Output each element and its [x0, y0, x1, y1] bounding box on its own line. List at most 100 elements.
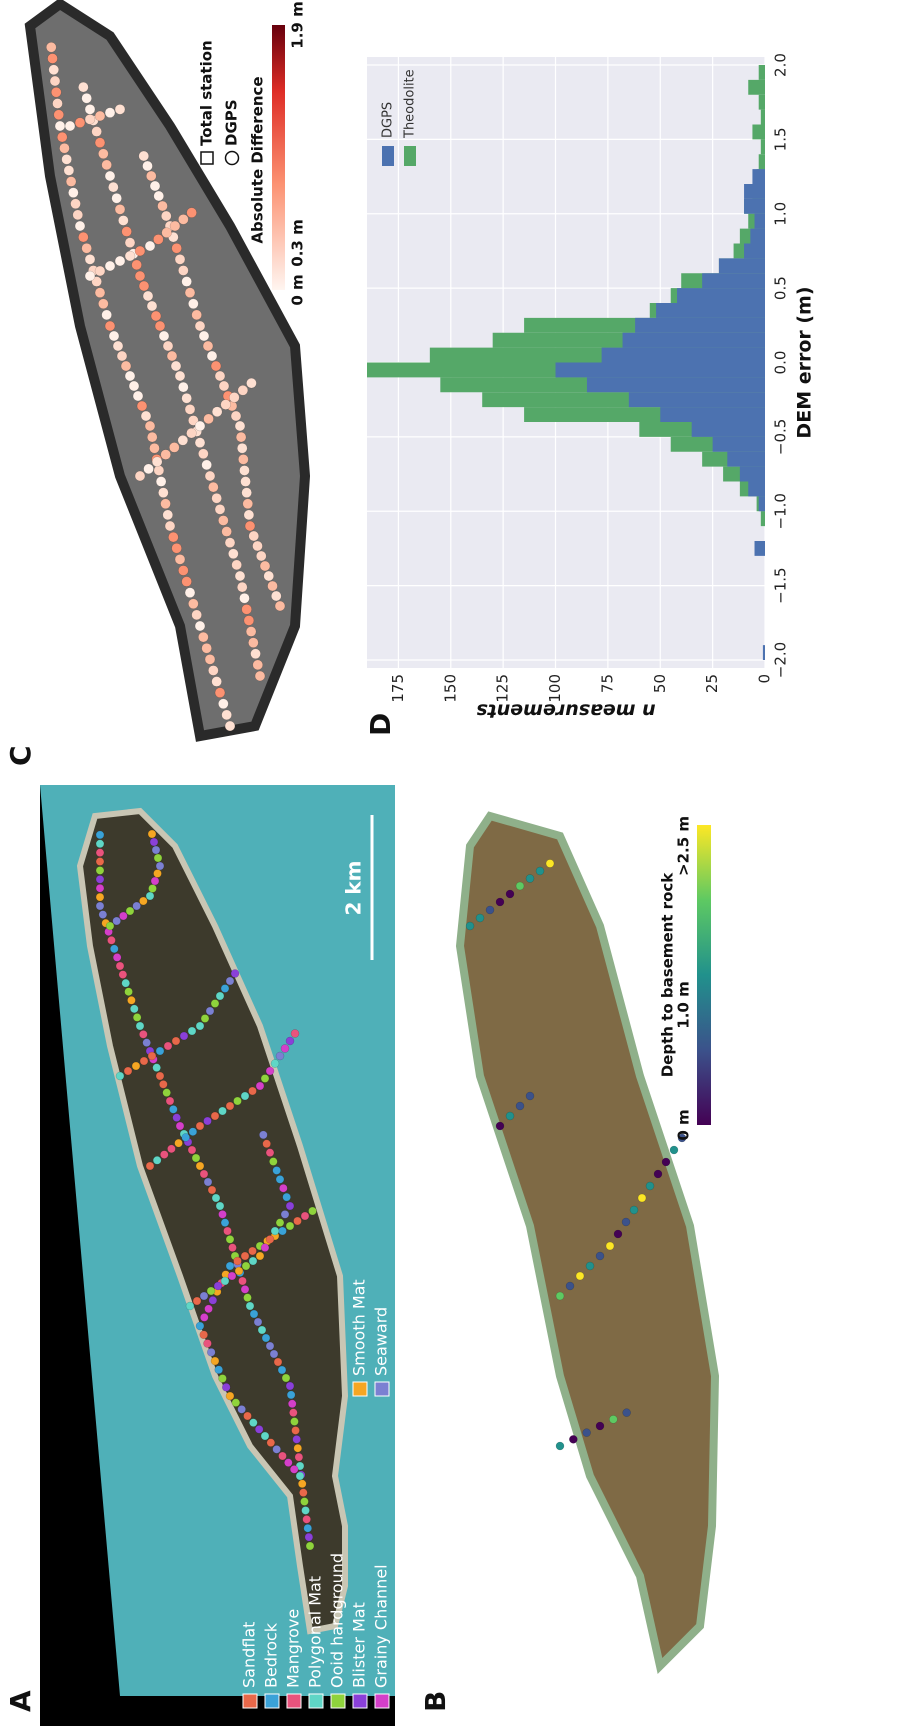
survey-point	[159, 1080, 167, 1088]
bar	[744, 244, 765, 259]
survey-point	[119, 912, 127, 920]
colorbar-title: Absolute Difference	[249, 76, 267, 243]
bar	[660, 407, 765, 422]
survey-point	[66, 177, 76, 187]
survey-point	[127, 996, 135, 1004]
legend-label: Grainy Channel	[372, 1564, 391, 1688]
survey-point	[172, 243, 182, 253]
x-tick-label: −1.0	[772, 493, 790, 529]
survey-point	[117, 351, 127, 361]
survey-point	[49, 65, 59, 75]
survey-point	[125, 988, 133, 996]
survey-point	[85, 271, 95, 281]
bar	[755, 541, 765, 556]
survey-point	[256, 1252, 264, 1260]
survey-point	[195, 621, 205, 631]
survey-point	[156, 1072, 164, 1080]
colorbar-label: 0 m	[675, 1109, 693, 1140]
survey-point	[96, 858, 104, 866]
survey-point	[295, 1453, 303, 1461]
survey-point	[113, 341, 123, 351]
survey-point	[232, 560, 242, 570]
survey-point	[141, 411, 151, 421]
survey-point	[214, 1282, 222, 1290]
survey-point	[203, 341, 213, 351]
survey-point	[75, 118, 85, 128]
survey-point	[239, 593, 249, 603]
survey-point	[143, 291, 153, 301]
survey-point	[105, 321, 115, 331]
survey-point	[153, 234, 163, 244]
survey-point	[200, 1170, 208, 1178]
survey-point	[266, 1067, 274, 1075]
survey-point	[105, 171, 115, 181]
survey-point	[140, 1057, 148, 1065]
survey-point	[275, 601, 285, 611]
survey-point	[200, 1292, 208, 1300]
y-tick-label: 50	[651, 674, 669, 693]
survey-point	[156, 477, 166, 487]
survey-point	[185, 288, 195, 298]
survey-point	[225, 721, 235, 731]
y-tick-label: 175	[389, 674, 407, 703]
survey-point	[169, 442, 179, 452]
survey-point	[243, 499, 253, 509]
survey-point	[309, 1207, 317, 1215]
survey-point	[221, 1277, 229, 1285]
survey-point	[57, 132, 67, 142]
survey-point	[46, 42, 56, 52]
survey-point	[294, 1217, 302, 1225]
survey-point	[526, 1092, 534, 1100]
survey-point	[135, 246, 145, 256]
survey-point	[155, 321, 165, 331]
x-tick-label: 1.0	[772, 202, 790, 226]
bar	[755, 214, 765, 229]
survey-point	[211, 1357, 219, 1365]
survey-point	[204, 414, 214, 424]
survey-point	[109, 331, 119, 341]
survey-point	[182, 1133, 190, 1141]
survey-point	[115, 204, 125, 214]
survey-point	[186, 428, 196, 438]
survey-point	[189, 1128, 197, 1136]
survey-point	[226, 1262, 234, 1270]
survey-point	[235, 571, 245, 581]
survey-point	[622, 1218, 630, 1226]
survey-point	[221, 1219, 229, 1227]
survey-point	[147, 301, 157, 311]
survey-point	[259, 1131, 267, 1139]
survey-point	[249, 531, 259, 541]
survey-point	[246, 627, 256, 637]
survey-point	[211, 361, 221, 371]
survey-point	[638, 1194, 646, 1202]
survey-point	[159, 331, 169, 341]
survey-point	[178, 435, 188, 445]
survey-point	[161, 499, 171, 509]
survey-point	[182, 577, 192, 587]
survey-point	[162, 228, 172, 238]
survey-point	[596, 1252, 604, 1260]
legend-circle	[226, 152, 239, 165]
legend-swatch	[375, 1382, 389, 1396]
survey-point	[236, 432, 246, 442]
panel-label: B	[419, 1691, 452, 1712]
legend-square	[201, 152, 213, 164]
bar	[692, 422, 765, 437]
survey-point	[218, 515, 228, 525]
survey-point	[286, 1222, 294, 1230]
survey-point	[556, 1292, 564, 1300]
survey-point	[273, 1166, 281, 1174]
survey-point	[235, 421, 245, 431]
survey-point	[606, 1242, 614, 1250]
survey-point	[175, 1139, 183, 1147]
survey-point	[146, 1162, 154, 1170]
survey-point	[176, 1122, 184, 1130]
survey-point	[165, 521, 175, 531]
survey-point	[226, 1392, 234, 1400]
survey-point	[64, 165, 74, 175]
bar	[763, 645, 765, 660]
survey-point	[163, 510, 173, 520]
survey-point	[299, 1489, 307, 1497]
survey-point	[249, 1087, 257, 1095]
survey-point	[229, 1244, 237, 1252]
